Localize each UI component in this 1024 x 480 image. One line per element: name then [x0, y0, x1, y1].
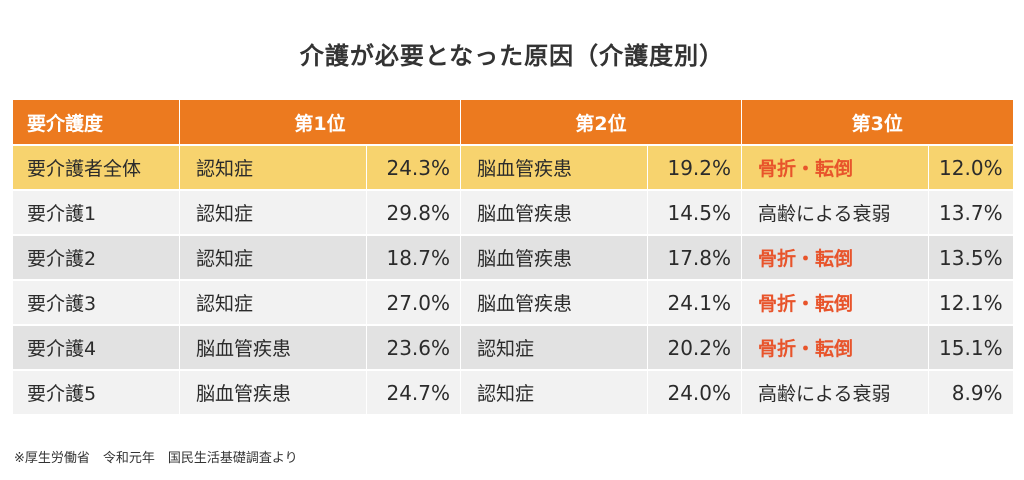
table-row: 要介護2 認知症 18.7% 脳血管疾患 17.8% 骨折・転倒 13.5% — [12, 235, 1013, 281]
rank-3-percent-cell: 8.9% — [928, 370, 1013, 416]
header-rank-2: 第2位 — [460, 100, 742, 146]
rank-3-percent-cell: 13.7% — [928, 190, 1013, 236]
chart-title: 介護が必要となった原因（介護度別） — [299, 42, 725, 70]
rank-1-cause-cell: 脳血管疾患 — [179, 370, 367, 416]
table-row: 要介護4 脳血管疾患 23.6% 認知症 20.2% 骨折・転倒 15.1% — [12, 325, 1013, 371]
cause-label: 骨折・転倒 — [758, 293, 854, 315]
rank-2-cause-cell: 脳血管疾患 — [460, 145, 648, 191]
rank-3-percent-cell: 12.0% — [928, 145, 1013, 191]
rank-1-cause-cell: 認知症 — [179, 235, 367, 281]
cause-label: 脳血管疾患 — [196, 338, 292, 360]
rank-1-percent-cell: 23.6% — [365, 325, 461, 371]
rank-1-percent-cell: 27.0% — [365, 280, 461, 326]
care-cause-table: 要介護度 第1位 第2位 第3位 要介護者全体 認知症 24.3% 脳血管疾患 19.2… — [12, 100, 1013, 416]
rank-2-percent-cell: 24.0% — [647, 370, 742, 416]
care-level-cell: 要介護1 — [12, 190, 180, 236]
rank-3-cause-cell: 骨折・転倒 — [741, 325, 929, 371]
cause-label: 認知症 — [477, 338, 535, 360]
rank-1-percent-cell: 24.3% — [365, 145, 461, 191]
rank-2-cause-cell: 認知症 — [460, 370, 648, 416]
rank-2-percent-cell: 20.2% — [647, 325, 742, 371]
rank-2-cause-cell: 認知症 — [460, 325, 648, 371]
rank-3-cause-cell: 高齢による衰弱 — [741, 370, 929, 416]
rank-2-percent-cell: 17.8% — [647, 235, 742, 281]
cause-label: 高齢による衰弱 — [758, 203, 891, 225]
cause-label: 脳血管疾患 — [477, 203, 573, 225]
rank-2-cause-cell: 脳血管疾患 — [460, 235, 648, 281]
cause-label: 骨折・転倒 — [758, 248, 854, 270]
rank-2-cause-cell: 脳血管疾患 — [460, 190, 648, 236]
rank-1-percent-cell: 24.7% — [365, 370, 461, 416]
rank-3-cause-cell: 骨折・転倒 — [741, 280, 929, 326]
header-rank-1: 第1位 — [178, 100, 461, 146]
header-row: 要介護度 第1位 第2位 第3位 — [12, 100, 1013, 146]
cause-label: 認知症 — [196, 248, 254, 270]
rank-1-percent-cell: 29.8% — [365, 190, 461, 236]
table-body: 要介護者全体 認知症 24.3% 脳血管疾患 19.2% 骨折・転倒 12.0% 要介護1 認知… — [12, 145, 1013, 416]
rank-1-cause-cell: 認知症 — [179, 190, 367, 236]
rank-1-cause-cell: 脳血管疾患 — [179, 325, 367, 371]
rank-3-percent-cell: 15.1% — [928, 325, 1013, 371]
cause-label: 認知症 — [477, 383, 535, 405]
cause-label: 高齢による衰弱 — [758, 383, 891, 405]
cause-label: 骨折・転倒 — [758, 158, 854, 180]
rank-3-cause-cell: 高齢による衰弱 — [741, 190, 929, 236]
rank-2-percent-cell: 19.2% — [647, 145, 742, 191]
rank-2-cause-cell: 脳血管疾患 — [460, 280, 648, 326]
cause-label: 脳血管疾患 — [477, 158, 573, 180]
care-level-cell: 要介護5 — [12, 370, 180, 416]
cause-label: 認知症 — [196, 293, 254, 315]
cause-label: 認知症 — [196, 203, 254, 225]
rank-3-cause-cell: 骨折・転倒 — [741, 235, 929, 281]
table-row: 要介護5 脳血管疾患 24.7% 認知症 24.0% 高齢による衰弱 8.9% — [12, 370, 1013, 416]
source-footnote: ※厚生労働省 令和元年 国民生活基礎調査より — [14, 451, 298, 466]
table-row: 要介護1 認知症 29.8% 脳血管疾患 14.5% 高齢による衰弱 13.7% — [12, 190, 1013, 236]
care-level-cell: 要介護者全体 — [12, 145, 180, 191]
care-level-cell: 要介護3 — [12, 280, 180, 326]
cause-label: 脳血管疾患 — [477, 248, 573, 270]
cause-label: 脳血管疾患 — [477, 293, 573, 315]
header-care-level: 要介護度 — [12, 100, 180, 146]
rank-2-percent-cell: 14.5% — [647, 190, 742, 236]
care-level-cell: 要介護2 — [12, 235, 180, 281]
cause-label: 認知症 — [196, 158, 254, 180]
cause-label: 骨折・転倒 — [758, 338, 854, 360]
table-row: 要介護3 認知症 27.0% 脳血管疾患 24.1% 骨折・転倒 12.1% — [12, 280, 1013, 326]
header-rank-3: 第3位 — [741, 100, 1013, 146]
rank-3-percent-cell: 12.1% — [928, 280, 1013, 326]
rank-1-cause-cell: 認知症 — [179, 145, 367, 191]
cause-label: 脳血管疾患 — [196, 383, 292, 405]
rank-2-percent-cell: 24.1% — [647, 280, 742, 326]
table-row: 要介護者全体 認知症 24.3% 脳血管疾患 19.2% 骨折・転倒 12.0% — [12, 145, 1013, 191]
table-header: 要介護度 第1位 第2位 第3位 — [12, 100, 1013, 146]
rank-3-cause-cell: 骨折・転倒 — [741, 145, 929, 191]
rank-1-cause-cell: 認知症 — [179, 280, 367, 326]
rank-1-percent-cell: 18.7% — [365, 235, 461, 281]
care-level-cell: 要介護4 — [12, 325, 180, 371]
rank-3-percent-cell: 13.5% — [928, 235, 1013, 281]
